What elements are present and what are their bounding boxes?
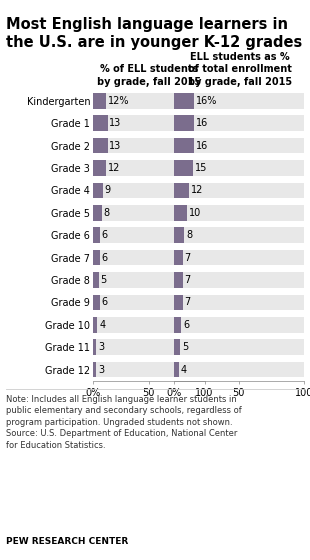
Bar (174, 227, 184, 243)
Bar (174, 93, 304, 109)
Text: 4: 4 (181, 365, 187, 375)
Text: 7: 7 (185, 297, 191, 307)
Text: 8: 8 (104, 208, 110, 218)
Bar (174, 160, 304, 176)
Bar (174, 295, 183, 310)
Bar (93, 227, 205, 243)
Text: Most English language learners in
the U.S. are in younger K-12 grades: Most English language learners in the U.… (6, 17, 303, 50)
Text: 10: 10 (188, 208, 201, 218)
Bar (93, 339, 96, 355)
Bar (174, 339, 304, 355)
Text: 3: 3 (98, 365, 104, 375)
Text: 12%: 12% (108, 96, 130, 106)
Bar (93, 93, 106, 109)
Text: 5: 5 (182, 342, 188, 352)
Text: 15: 15 (195, 163, 207, 173)
Bar (93, 205, 205, 221)
Text: 16: 16 (197, 118, 209, 128)
Bar (93, 317, 97, 333)
Bar (93, 93, 205, 109)
Bar (93, 115, 108, 131)
Bar (93, 272, 205, 288)
Bar (174, 205, 304, 221)
Bar (93, 183, 205, 198)
Bar (93, 160, 106, 176)
Bar (93, 138, 108, 153)
Bar (174, 250, 304, 265)
Text: % of ELL students
by grade, fall 2015: % of ELL students by grade, fall 2015 (97, 64, 201, 87)
Bar (93, 115, 205, 131)
Bar (93, 138, 205, 153)
Bar (174, 295, 304, 310)
Bar (93, 250, 100, 265)
Bar (174, 362, 304, 377)
Text: 6: 6 (184, 320, 189, 330)
Text: 13: 13 (109, 118, 122, 128)
Text: PEW RESEARCH CENTER: PEW RESEARCH CENTER (6, 537, 128, 546)
Bar (93, 362, 205, 377)
Text: 6: 6 (101, 253, 108, 263)
Bar (174, 183, 304, 198)
Bar (93, 272, 99, 288)
Bar (93, 317, 205, 333)
Bar (174, 138, 194, 153)
Text: 6: 6 (101, 230, 108, 240)
Bar (174, 339, 180, 355)
Bar (174, 317, 304, 333)
Text: 16%: 16% (197, 96, 218, 106)
Text: ELL students as %
of total enrollment
by grade, fall 2015: ELL students as % of total enrollment by… (188, 52, 292, 87)
Text: 13: 13 (109, 141, 122, 151)
Text: 12: 12 (191, 185, 204, 195)
Text: Note: Includes all English language learner students in
public elementary and se: Note: Includes all English language lear… (6, 395, 242, 450)
Bar (174, 317, 181, 333)
Text: 7: 7 (185, 253, 191, 263)
Bar (93, 362, 96, 377)
Text: 16: 16 (197, 141, 209, 151)
Bar (174, 227, 304, 243)
Bar (174, 138, 304, 153)
Bar (174, 115, 194, 131)
Bar (174, 205, 187, 221)
Text: 9: 9 (105, 185, 111, 195)
Text: 5: 5 (100, 275, 107, 285)
Text: 8: 8 (186, 230, 192, 240)
Bar (174, 362, 179, 377)
Bar (174, 93, 194, 109)
Bar (174, 272, 304, 288)
Bar (93, 160, 205, 176)
Text: 12: 12 (108, 163, 121, 173)
Bar (174, 250, 183, 265)
Bar (174, 115, 304, 131)
Text: 7: 7 (185, 275, 191, 285)
Text: 6: 6 (101, 297, 108, 307)
Bar (93, 183, 103, 198)
Bar (93, 295, 205, 310)
Bar (93, 205, 102, 221)
Bar (174, 160, 193, 176)
Bar (93, 227, 100, 243)
Bar (93, 250, 205, 265)
Text: 4: 4 (99, 320, 105, 330)
Bar (174, 183, 189, 198)
Bar (174, 272, 183, 288)
Text: 3: 3 (98, 342, 104, 352)
Bar (93, 339, 205, 355)
Bar (93, 295, 100, 310)
